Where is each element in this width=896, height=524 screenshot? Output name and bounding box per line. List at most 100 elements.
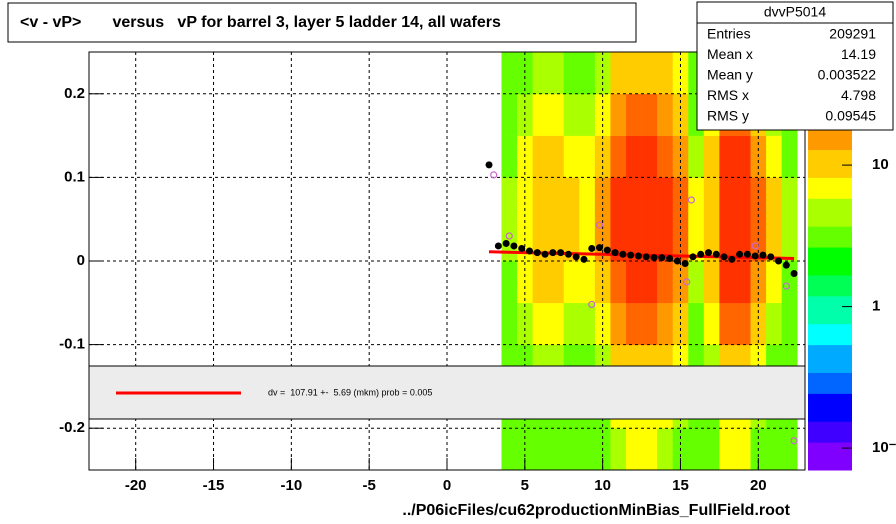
heatmap-cell: [781, 135, 798, 178]
heatmap-cell: [626, 302, 642, 345]
heatmap-cell: [610, 135, 627, 178]
heatmap-cell: [703, 302, 720, 345]
x-tick-label: -10: [281, 477, 303, 494]
heatmap-cell: [501, 93, 518, 136]
profile-point: [642, 253, 650, 261]
color-band: [808, 295, 852, 304]
heatmap-cell: [548, 52, 565, 95]
footer: ../P06icFiles/cu62productionMinBias_Full…: [402, 502, 790, 519]
heatmap-cell: [766, 261, 782, 304]
profile-point: [681, 260, 689, 268]
heatmap-cell: [579, 428, 596, 471]
color-band: [808, 254, 852, 262]
heatmap-cell: [548, 428, 565, 471]
profile-point: [736, 250, 744, 258]
heatmap-cell: [641, 219, 658, 262]
outlier-point: [687, 196, 695, 204]
heatmap-cell: [626, 428, 642, 471]
profile-point: [541, 250, 549, 258]
color-band: [808, 281, 852, 290]
outlier-point: [595, 221, 604, 229]
color-band: [808, 261, 852, 269]
outlier-point: [751, 242, 759, 250]
profile-point: [557, 249, 565, 257]
color-band: [808, 226, 852, 234]
heatmap-cell: [532, 261, 549, 304]
heatmap-cell: [766, 135, 782, 178]
color-band: [808, 191, 852, 199]
color-band: [808, 247, 852, 255]
color-band: [808, 212, 852, 220]
stats-label: RMS x: [707, 87, 749, 103]
outlier-point: [782, 282, 790, 290]
stats-value: 14.19: [841, 46, 876, 62]
heatmap-cell: [626, 135, 642, 178]
x-tick-label: 20: [750, 477, 767, 494]
heatmap-cell: [563, 135, 580, 178]
heatmap-cell: [766, 428, 782, 471]
profile-point: [666, 254, 674, 262]
heatmap-cell: [657, 93, 673, 136]
profile-point: [775, 257, 783, 265]
heatmap-cell: [501, 135, 518, 178]
legend-text: dv = 107.91 +- 5.69 (mkm) prob = 0.005: [268, 387, 432, 397]
heatmap-cell: [579, 302, 596, 345]
profile-point: [494, 242, 502, 250]
color-band: [808, 240, 852, 248]
x-tick-label: -20: [125, 477, 147, 494]
profile-point: [697, 250, 705, 258]
heatmap-cell: [719, 177, 736, 220]
color-band: [808, 184, 852, 192]
heatmap-cell: [610, 428, 627, 471]
heatmap-cell: [734, 219, 751, 262]
color-band: [808, 435, 852, 443]
heatmap-cell: [579, 52, 596, 95]
heatmap-cell: [734, 302, 751, 345]
color-band: [808, 358, 852, 366]
profile-point: [689, 253, 697, 261]
heatmap-cell: [563, 93, 580, 136]
profile-point: [634, 252, 642, 260]
heatmap-cell: [517, 52, 533, 95]
y-tick-label: 0.2: [64, 85, 85, 102]
profile-point: [743, 250, 751, 258]
x-tick-label: -15: [203, 477, 225, 494]
profile-point: [485, 161, 493, 169]
heatmap-cell: [532, 302, 549, 345]
heatmap-cell: [657, 219, 673, 262]
color-band: [808, 198, 852, 206]
profile-point: [549, 249, 557, 257]
heatmap-cell: [532, 93, 549, 136]
heatmap-cell: [610, 93, 627, 136]
heatmap-cell: [641, 93, 658, 136]
color-band: [808, 330, 852, 339]
heatmap-cell: [641, 261, 658, 304]
profile-point: [596, 244, 604, 252]
heatmap-cell: [626, 219, 642, 262]
heatmap-cell: [641, 302, 658, 345]
color-band: [808, 379, 852, 387]
color-band: [808, 442, 852, 450]
profile-point: [502, 239, 510, 247]
heatmap-cell: [641, 428, 658, 471]
heatmap-cell: [641, 177, 658, 220]
color-band: [808, 128, 852, 137]
heatmap-cell: [501, 177, 518, 220]
color-band: [808, 344, 852, 353]
profile-point: [790, 270, 798, 278]
profile-point: [767, 253, 775, 261]
color-band: [808, 156, 852, 164]
heatmap-cell: [657, 177, 673, 220]
color-band: [808, 393, 852, 401]
heatmap-cell: [563, 177, 580, 220]
color-band: [808, 449, 852, 457]
outlier-point: [490, 171, 498, 179]
heatmap-cell: [781, 302, 798, 345]
profile-point: [611, 249, 619, 257]
color-band: [808, 233, 852, 241]
x-tick-label: -5: [363, 477, 376, 494]
heatmap-cell: [501, 219, 518, 262]
stats-value: 4.798: [841, 87, 876, 103]
color-band: [808, 205, 852, 213]
profile-point: [510, 242, 518, 250]
